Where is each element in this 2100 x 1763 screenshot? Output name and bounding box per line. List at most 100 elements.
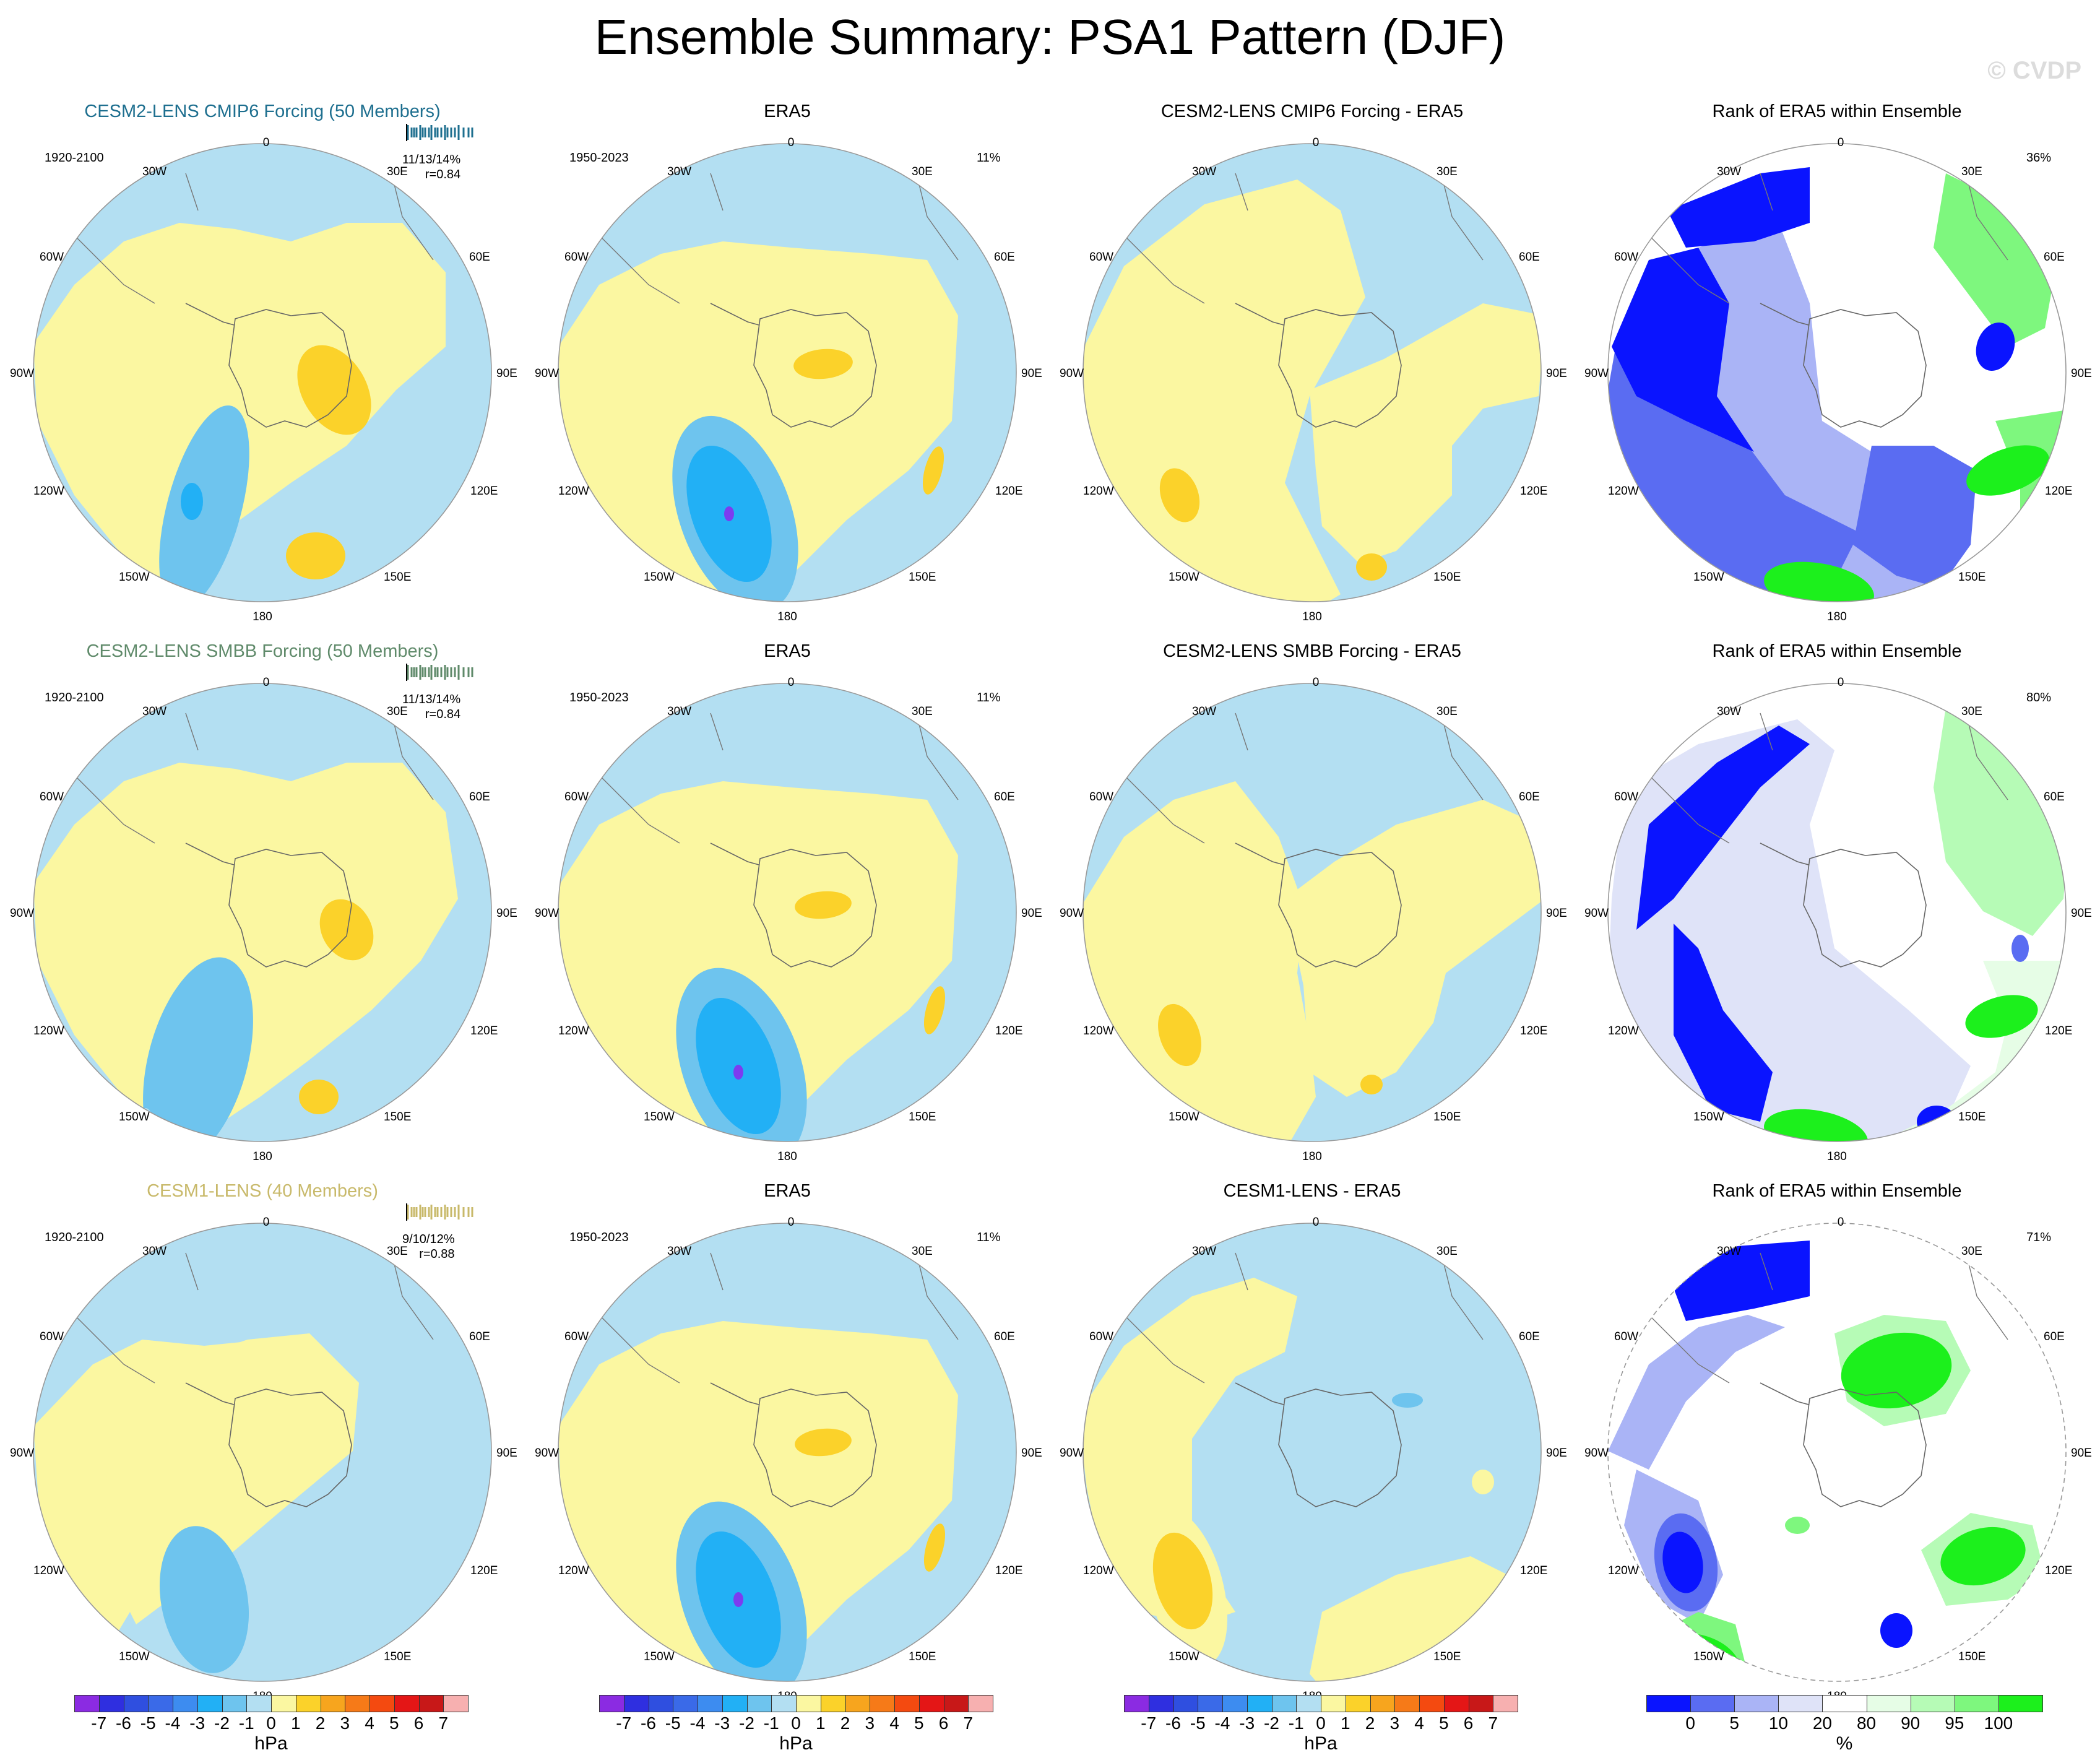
colorbar-box xyxy=(1173,1695,1199,1712)
panel-title: Rank of ERA5 within Ensemble xyxy=(1712,641,1962,661)
longitude-label-w60: 60W xyxy=(564,251,589,264)
panel-title: ERA5 xyxy=(764,1181,811,1201)
longitude-label-w120: 120W xyxy=(558,485,589,498)
colorbar-tick-label: -1 xyxy=(1288,1713,1304,1733)
longitude-label-e60: 60E xyxy=(1519,1330,1540,1343)
field-anomaly xyxy=(415,1132,452,1141)
panel-r1-ensemble: CESM2-LENS CMIP6 Forcing (50 Members) 0 30… xyxy=(0,99,525,639)
map-boundary xyxy=(33,143,492,602)
colorbar-box xyxy=(623,1695,649,1712)
field-anomaly xyxy=(159,405,249,602)
colorbar-tick-label: -1 xyxy=(763,1713,779,1733)
colorbar-box xyxy=(1690,1695,1735,1712)
map-boundary xyxy=(33,683,492,1142)
colorbar-tick-label: 3 xyxy=(340,1713,350,1733)
longitude-label-e120: 120E xyxy=(995,485,1023,498)
colorbar-box xyxy=(1734,1695,1779,1712)
longitude-label-top: 0 xyxy=(262,676,270,689)
colorbar-box xyxy=(698,1695,723,1712)
longitude-label-n30w: 30W xyxy=(667,1245,692,1258)
panel-title: CESM2-LENS SMBB Forcing (50 Members) xyxy=(86,641,439,661)
field-anomaly xyxy=(319,899,374,961)
longitude-label-w120: 120W xyxy=(1608,1024,1639,1037)
longitude-label-w150: 150W xyxy=(644,1650,675,1663)
longitude-label-e90: 90E xyxy=(1546,367,1567,380)
colorbar-tick-label: 0 xyxy=(1685,1713,1695,1733)
variance-percent: 71% xyxy=(2026,1231,2052,1244)
colorbar-box xyxy=(1222,1695,1248,1712)
antarctica-coastline xyxy=(1803,309,1927,428)
colorbar-tick-label: -7 xyxy=(1141,1713,1157,1733)
longitude-label-top: 0 xyxy=(1837,676,1844,689)
longitude-label-w90: 90W xyxy=(1060,367,1084,380)
field-anomaly xyxy=(159,1526,249,1673)
polar-map xyxy=(1607,143,2067,602)
longitude-label-w150: 150W xyxy=(119,571,150,584)
colorbar-tick-label: -2 xyxy=(1264,1713,1279,1733)
longitude-label-w60: 60W xyxy=(40,1330,64,1343)
longitude-label-w120: 120W xyxy=(558,1024,589,1037)
panel-r1-diff: CESM2-LENS CMIP6 Forcing - ERA5 0 30W 30E 60… xyxy=(1050,99,1575,639)
colorbar-box xyxy=(1468,1695,1494,1712)
field-anomaly xyxy=(1966,445,2049,496)
panel-r2-diff: CESM2-LENS SMBB Forcing - ERA5 0 30W 30E 60W… xyxy=(1050,639,1575,1179)
colorbar-tick-label: 100 xyxy=(1984,1713,2013,1733)
colorbar: -7 -6 -5 -4 -3 -2 -1 0 1 2 3 4 5 6 7 hPa xyxy=(1124,1695,1518,1763)
colorbar-tick-label: 1 xyxy=(815,1713,826,1733)
field-region xyxy=(1667,167,1810,248)
colorbar-tick-label: 1 xyxy=(290,1713,301,1733)
peninsula-coastline xyxy=(1235,843,1284,865)
longitude-label-n30e: 30E xyxy=(1437,165,1458,178)
longitude-label-n30e: 30E xyxy=(1437,1245,1458,1258)
colorbar-box xyxy=(746,1695,772,1712)
longitude-label-n30e: 30E xyxy=(912,165,933,178)
ensemble-stats: 11/13/14% xyxy=(402,693,461,706)
longitude-label-e120: 120E xyxy=(2045,1024,2073,1037)
longitude-label-w60: 60W xyxy=(564,791,589,804)
longitude-label-bottom: 180 xyxy=(1302,1150,1322,1163)
longitude-label-n30w: 30W xyxy=(667,705,692,718)
colorbar-box xyxy=(1646,1695,1692,1712)
south-america-coastline xyxy=(1123,173,1248,304)
longitude-label-top: 0 xyxy=(1312,676,1320,689)
ensemble-stats: 11/13/14% xyxy=(402,153,461,167)
field-region xyxy=(1285,800,1541,1097)
longitude-label-n30w: 30W xyxy=(667,165,692,178)
field-anomaly xyxy=(1158,1003,1201,1067)
longitude-label-e90: 90E xyxy=(496,907,517,920)
stats-block: 9/10/12% r=0.88 xyxy=(402,1232,455,1262)
panel-r3-ensemble: CESM1-LENS (40 Members) 0 30W 30E 60W 60E 90W 9… xyxy=(0,1179,525,1718)
longitude-label-top: 0 xyxy=(1837,1216,1844,1229)
longitude-label-e120: 120E xyxy=(1520,485,1548,498)
field-anomaly xyxy=(1917,1106,1956,1138)
longitude-label-n30e: 30E xyxy=(1961,165,1982,178)
colorbar-tick-label: -6 xyxy=(641,1713,656,1733)
colorbar-tick-label: -4 xyxy=(689,1713,706,1733)
longitude-label-e150: 150E xyxy=(909,571,936,584)
colorbar-tick-label: 7 xyxy=(438,1713,449,1733)
colorbar-box xyxy=(345,1695,370,1712)
longitude-label-w120: 120W xyxy=(1608,485,1639,498)
longitude-label-e120: 120E xyxy=(470,1564,498,1577)
field-anomaly xyxy=(1662,1531,1703,1593)
longitude-label-e150: 150E xyxy=(1958,1111,1986,1124)
longitude-label-e60: 60E xyxy=(994,251,1015,264)
antarctica-coastline xyxy=(228,849,352,968)
longitude-label-n30e: 30E xyxy=(387,165,408,178)
longitude-label-e90: 90E xyxy=(1546,907,1567,920)
field-anomaly xyxy=(793,349,853,379)
longitude-label-top: 0 xyxy=(1837,136,1844,149)
longitude-label-e60: 60E xyxy=(2044,1330,2065,1343)
south-america-coastline xyxy=(1648,1252,1773,1384)
colorbar-box xyxy=(295,1695,321,1712)
stats-block: 11/13/14% r=0.84 xyxy=(402,152,460,182)
field-region xyxy=(558,241,958,602)
colorbar-tick-label: 4 xyxy=(889,1713,899,1733)
longitude-label-w60: 60W xyxy=(1614,1330,1639,1343)
south-america-coastline xyxy=(74,1252,199,1384)
colorbar-box xyxy=(1493,1695,1518,1712)
member-tick-strip xyxy=(406,1203,473,1221)
longitude-label-w150: 150W xyxy=(1169,571,1199,584)
field-region xyxy=(1083,1278,1297,1624)
antarctica-coastline xyxy=(1278,849,1402,968)
